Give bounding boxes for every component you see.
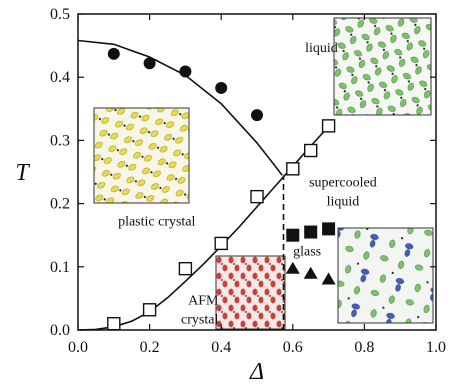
data-point-circle bbox=[215, 81, 228, 94]
x-tick-label: 0.8 bbox=[354, 339, 374, 356]
glass-snapshot bbox=[337, 227, 434, 324]
data-point-circle bbox=[107, 47, 120, 60]
plastic-crystal-snapshot bbox=[93, 107, 190, 204]
x-tick-label: 1.0 bbox=[426, 339, 446, 356]
data-point-open-square bbox=[214, 236, 228, 251]
data-point-triangle bbox=[303, 266, 318, 279]
data-point-circle bbox=[143, 57, 156, 70]
y-tick-label: 0.0 bbox=[50, 322, 70, 339]
data-point-open-square bbox=[178, 261, 193, 276]
annotation-afm2: crystal bbox=[181, 313, 218, 328]
y-tick-label: 0.3 bbox=[50, 132, 70, 149]
data-point-open-square bbox=[107, 316, 121, 331]
data-point-open-square bbox=[286, 162, 300, 176]
y-tick-label: 0.1 bbox=[50, 259, 70, 276]
x-tick-label: 0.0 bbox=[68, 339, 88, 356]
data-point-circle bbox=[179, 65, 192, 78]
x-tick-label: 0.2 bbox=[140, 339, 160, 356]
data-point-open-square bbox=[304, 143, 318, 158]
data-point-filled-square bbox=[286, 228, 300, 242]
data-point-open-square bbox=[250, 189, 264, 204]
annotation-supercooled1: supercooled bbox=[309, 176, 377, 191]
data-point-circle bbox=[251, 109, 263, 122]
annotation-afm1: AFM bbox=[188, 294, 219, 309]
data-point-open-square bbox=[321, 119, 336, 133]
y-tick-label: 0.4 bbox=[50, 69, 70, 86]
annotation-glass: glass bbox=[293, 244, 321, 259]
x-tick-label: 0.6 bbox=[283, 339, 303, 356]
x-tick-label: 0.4 bbox=[211, 339, 231, 356]
plot-frame bbox=[77, 13, 437, 331]
y-tick-label: 0.2 bbox=[50, 196, 70, 213]
data-point-triangle bbox=[285, 261, 300, 274]
annotation-plastic: plastic crystal bbox=[118, 215, 195, 230]
afm-crystal-snapshot bbox=[215, 255, 286, 330]
y-axis-label: T bbox=[15, 160, 30, 186]
data-point-filled-square bbox=[304, 225, 318, 239]
data-point-triangle bbox=[321, 272, 336, 285]
annotation-liquid: liquid bbox=[305, 41, 338, 56]
y-tick-label: 0.5 bbox=[50, 6, 70, 23]
x-axis-label: Δ bbox=[249, 359, 264, 383]
annotation-supercooled2: liquid bbox=[327, 194, 360, 209]
liquid-snapshot bbox=[333, 17, 432, 116]
phase-boundary-curve-1 bbox=[77, 39, 283, 176]
data-point-filled-square bbox=[322, 222, 336, 236]
data-point-open-square bbox=[142, 303, 157, 317]
